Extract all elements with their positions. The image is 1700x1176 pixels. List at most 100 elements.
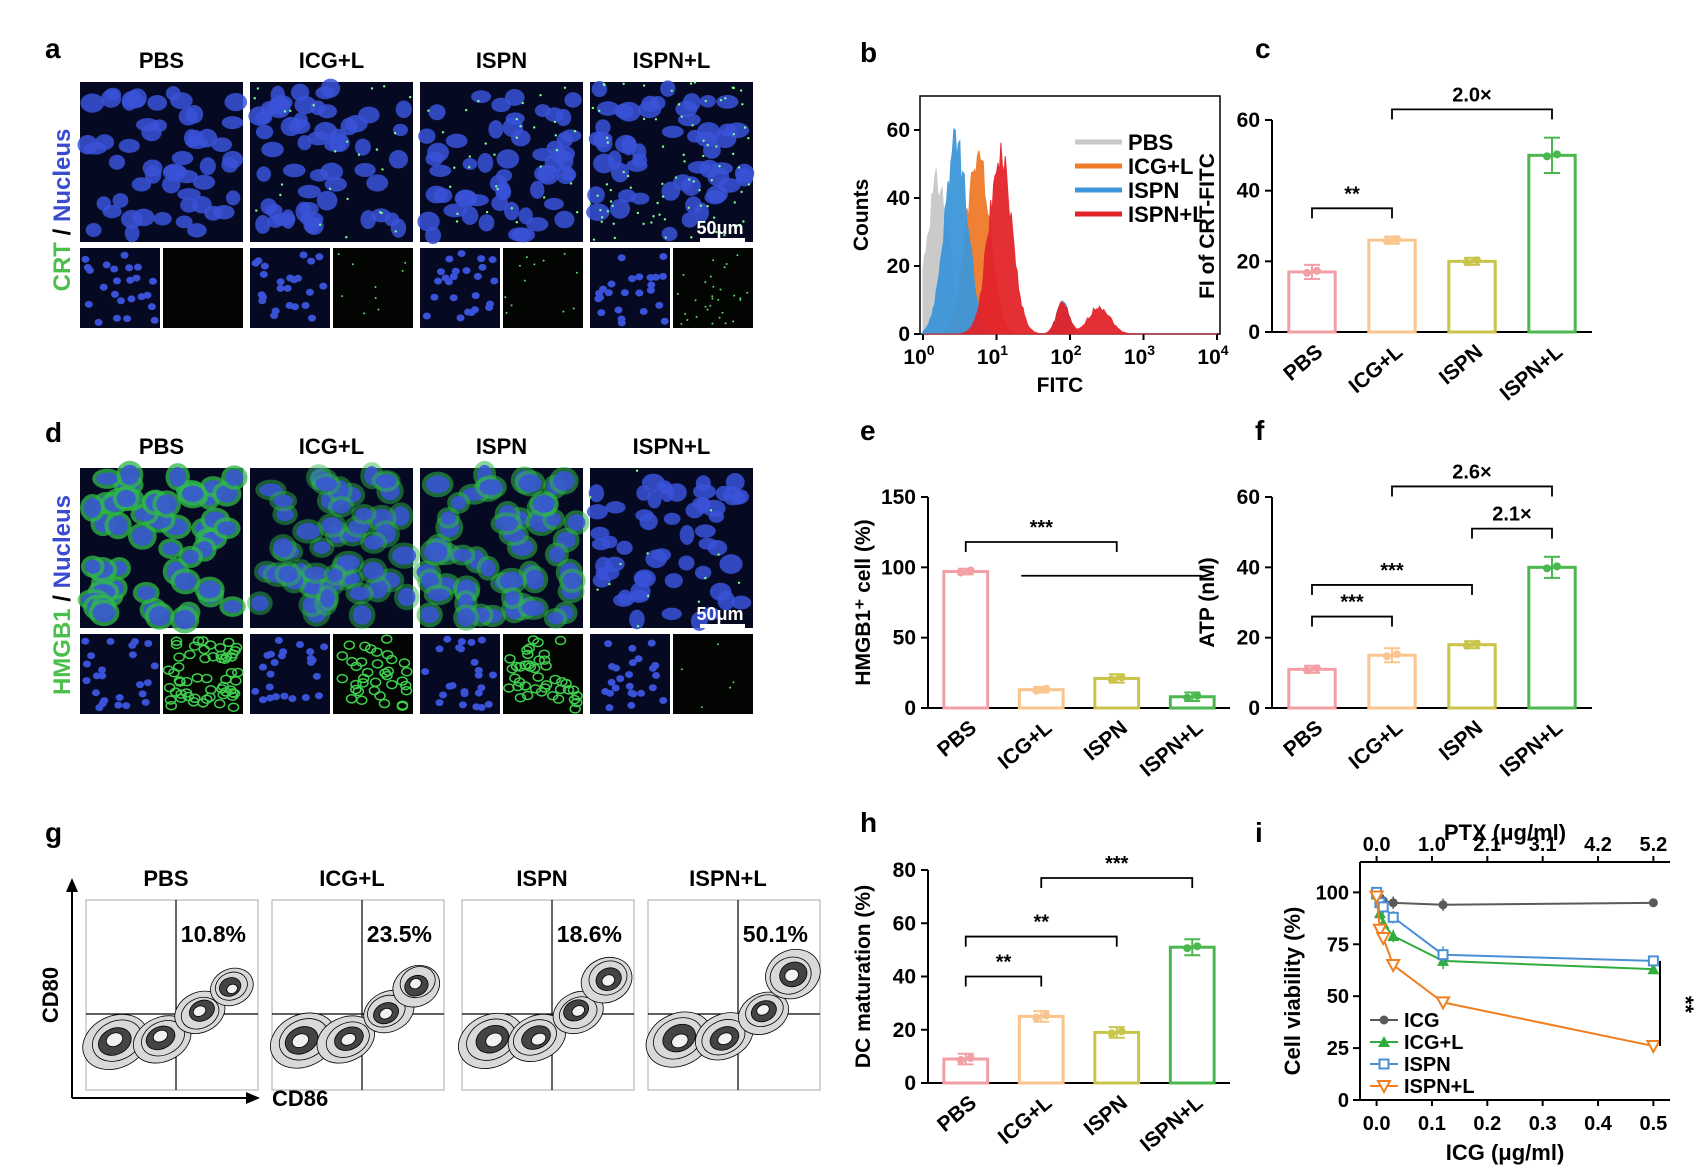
green-cell: [214, 643, 227, 653]
cell-nucleus: [143, 291, 152, 299]
green-cell: [371, 659, 384, 669]
y-tick-label: 20: [1237, 627, 1260, 650]
cell-nucleus: [314, 692, 323, 700]
cell-nucleus: [732, 489, 749, 505]
cell-nucleus: [591, 538, 611, 551]
cell-nucleus: [613, 593, 635, 607]
scale-bar-label: 50μm: [696, 604, 743, 624]
cell-nucleus: [620, 289, 629, 297]
cell-nucleus: [661, 226, 678, 242]
green-speckle: [255, 209, 258, 212]
green-speckle: [733, 294, 736, 297]
cell-nucleus: [477, 636, 486, 644]
cell-nucleus: [567, 514, 586, 531]
cell-nucleus: [130, 638, 139, 646]
marker-circle: [1438, 900, 1448, 910]
x-tick-label: ICG+L: [1345, 716, 1408, 774]
cell-nucleus: [477, 684, 486, 692]
x-tick-label: ISPN: [1080, 716, 1132, 765]
cell-nucleus: [260, 262, 269, 270]
bracket-label: ***: [1340, 592, 1364, 614]
green-speckle: [677, 103, 681, 106]
cell-nucleus: [586, 504, 608, 520]
micro-group-title: ISPN+L: [633, 48, 711, 73]
cell-nucleus: [280, 692, 289, 700]
cell-nucleus: [82, 677, 91, 685]
cell-nucleus: [445, 133, 468, 149]
panel-letter-e: e: [860, 415, 876, 446]
green-speckle: [711, 297, 714, 300]
panel-e: e 0 50 100 150 HMGB1⁺ cell (%) PBS ICG+L ISPN IS…: [852, 415, 1230, 781]
green-speckle: [652, 215, 655, 218]
marker-triangle: [1373, 907, 1386, 919]
cell-nucleus: [124, 224, 140, 243]
green-speckle: [357, 153, 361, 156]
y-tick-label: 100: [881, 556, 916, 579]
series-icgl: [1370, 888, 1660, 975]
green-speckle: [723, 234, 726, 237]
green-speckle: [351, 263, 354, 266]
green-cell: [225, 667, 238, 678]
green-cell: [359, 641, 371, 652]
cell-nucleus: [84, 300, 93, 308]
marker-square: [1647, 955, 1659, 967]
green-speckle: [374, 286, 377, 289]
cell-nucleus: [320, 162, 344, 181]
cell-nucleus: [106, 637, 115, 645]
green-speckle: [693, 81, 697, 84]
green-cell: [225, 652, 238, 662]
top-tick-label: 3.1: [1529, 834, 1557, 856]
cell-nucleus: [489, 671, 498, 679]
cell-nucleus: [646, 274, 655, 282]
y-tick-label: 40: [1237, 180, 1260, 203]
green-cell: [560, 678, 572, 689]
cell-nucleus: [420, 606, 439, 624]
green-speckle: [636, 625, 640, 628]
cell-nucleus: [422, 312, 431, 320]
green-speckle: [658, 213, 661, 216]
bar: [1527, 565, 1577, 710]
micrograph-large: [586, 468, 753, 632]
bracket-label: **: [996, 952, 1012, 974]
bar: [1093, 1030, 1141, 1085]
x-tick-label: PBS: [933, 1091, 981, 1136]
cell-nucleus: [150, 316, 159, 324]
cell-nucleus: [98, 700, 107, 708]
green-speckle: [661, 145, 665, 148]
cell-nucleus: [112, 314, 121, 322]
x-tick-exponent: 4: [1221, 342, 1229, 358]
cell-nucleus: [274, 636, 283, 644]
cell-nucleus: [362, 561, 384, 580]
micrograph-inset-marker: [503, 248, 583, 328]
green-cell: [400, 685, 413, 696]
bar: [1447, 643, 1497, 710]
green-speckle: [642, 117, 646, 121]
flow-contour-plot: 23.5%: [270, 899, 445, 1091]
green-cell: [527, 635, 540, 645]
green-cell: [172, 662, 185, 672]
green-speckle: [661, 195, 665, 198]
x-tick-label: ISPN+L: [1136, 716, 1208, 781]
cell-nucleus: [279, 648, 288, 656]
green-speckle: [555, 148, 559, 152]
cell-nucleus: [478, 214, 495, 232]
green-speckle: [539, 165, 542, 168]
data-point: [966, 1054, 975, 1063]
green-speckle: [650, 221, 653, 224]
green-cell: [217, 689, 230, 700]
green-speckle: [670, 89, 674, 93]
quadrant-percent: 18.6%: [557, 921, 622, 947]
cell-nucleus: [596, 101, 620, 116]
cell-nucleus: [317, 104, 337, 119]
cell-nucleus: [441, 274, 450, 282]
data-point: [1463, 641, 1471, 650]
cell-nucleus: [663, 512, 681, 525]
green-speckle: [613, 236, 617, 240]
cell-nucleus: [118, 138, 140, 153]
bracket-line: [1391, 485, 1553, 497]
green-speckle: [495, 185, 498, 188]
series-icg: [1372, 887, 1658, 912]
y-axis-label: ATP (nM): [1196, 557, 1219, 647]
data-point: [956, 1056, 965, 1065]
green-speckle: [605, 183, 609, 186]
